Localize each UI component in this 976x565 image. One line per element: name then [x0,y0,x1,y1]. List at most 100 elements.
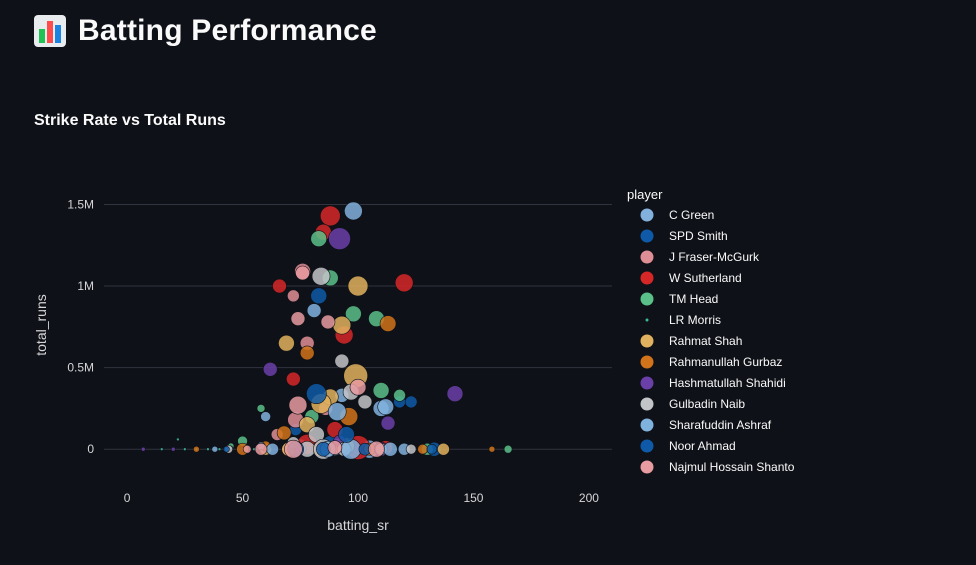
legend-entry[interactable]: TM Head [669,292,718,306]
bar-chart-icon [34,15,66,47]
data-point[interactable] [503,444,513,454]
x-tick-label: 200 [579,491,599,505]
x-tick-label: 100 [348,491,368,505]
data-point[interactable] [405,443,417,455]
data-point[interactable] [437,442,450,456]
legend-entry[interactable]: Gulbadin Naib [669,397,745,411]
chart-title: Strike Rate vs Total Runs [34,112,226,129]
legend-title: player [627,187,663,202]
legend-marker[interactable] [640,397,654,411]
data-point[interactable] [306,383,327,405]
data-point[interactable] [170,446,176,452]
data-point[interactable] [278,334,295,352]
y-tick-label: 0 [87,442,94,456]
data-point[interactable] [299,345,315,361]
data-point[interactable] [347,275,369,297]
legend-entry[interactable]: Rahmanullah Gurbaz [669,355,782,369]
data-point[interactable] [328,227,351,251]
data-point[interactable] [176,437,180,442]
data-point[interactable] [319,205,341,227]
legend-marker[interactable] [640,292,654,306]
data-point[interactable] [338,426,355,443]
data-point[interactable] [404,395,418,409]
data-point[interactable] [394,273,414,293]
legend-marker[interactable] [640,271,654,285]
legend-entry[interactable]: SPD Smith [669,229,728,243]
legend-entry[interactable]: Hashmatullah Shahidi [669,376,786,390]
data-point[interactable] [183,447,187,452]
data-point[interactable] [262,361,278,377]
data-point[interactable] [488,445,496,453]
data-point[interactable] [446,385,464,403]
data-point[interactable] [217,447,222,452]
y-axis-label: total_runs [33,294,49,355]
page-header: Batting Performance [34,14,377,48]
data-point[interactable] [334,353,350,369]
data-point[interactable] [393,389,406,402]
data-point[interactable] [320,314,336,330]
data-point[interactable] [256,404,266,413]
legend-entry[interactable]: C Green [669,208,714,222]
data-point[interactable] [345,305,362,323]
legend-entry[interactable]: Rahmat Shah [669,334,742,348]
legend-marker[interactable] [640,418,654,432]
data-point[interactable] [426,443,438,455]
legend-marker[interactable] [640,355,654,369]
legend-marker[interactable] [640,208,654,222]
data-point[interactable] [254,442,268,456]
data-point[interactable] [310,287,328,305]
legend-entry[interactable]: Noor Ahmad [669,439,736,453]
data-point[interactable] [295,265,310,281]
data-point[interactable] [311,266,331,286]
data-point[interactable] [288,395,308,415]
data-point[interactable] [193,445,200,453]
legend-marker[interactable] [640,250,654,264]
data-point[interactable] [357,394,373,410]
data-point[interactable] [417,443,428,455]
y-tick-label: 0.5M [67,361,94,375]
y-tick-label: 1.5M [67,197,94,211]
data-point[interactable] [287,289,300,303]
data-point[interactable] [377,398,395,416]
data-point[interactable] [140,446,146,452]
data-point[interactable] [310,230,328,248]
data-point[interactable] [379,315,397,332]
data-point[interactable] [332,315,352,335]
legend-entry[interactable]: W Sutherland [669,271,742,285]
legend-marker[interactable] [645,318,649,322]
legend-marker[interactable] [640,376,654,390]
data-point[interactable] [344,201,363,221]
data-point[interactable] [276,425,292,441]
data-point[interactable] [159,447,164,452]
legend-marker[interactable] [640,334,654,348]
data-point[interactable] [380,415,396,431]
data-point[interactable] [260,411,271,422]
legend-entry[interactable]: Najmul Hossain Shanto [669,460,795,474]
data-point[interactable] [327,402,347,421]
data-point[interactable] [349,378,367,396]
legend-entry[interactable]: Sharafuddin Ashraf [669,418,772,432]
data-point[interactable] [383,441,398,457]
data-point[interactable] [290,311,306,326]
data-point[interactable] [272,278,287,294]
legend-marker[interactable] [640,229,654,243]
data-point[interactable] [223,445,230,453]
data-point[interactable] [242,444,252,454]
data-point[interactable] [368,440,385,458]
data-point[interactable] [286,371,301,387]
data-point[interactable] [266,442,279,456]
x-tick-label: 0 [124,491,131,505]
data-point[interactable] [306,303,322,318]
legend-entry[interactable]: LR Morris [669,313,721,327]
legend-marker[interactable] [640,439,654,453]
data-point[interactable] [284,439,303,459]
legend-entry[interactable]: J Fraser-McGurk [669,250,760,264]
data-point[interactable] [372,382,390,399]
data-point[interactable] [211,445,219,453]
page-title: Batting Performance [78,14,377,47]
data-point[interactable] [327,440,343,455]
data-point[interactable] [206,447,210,452]
x-tick-label: 50 [236,491,250,505]
legend-marker[interactable] [640,460,654,474]
